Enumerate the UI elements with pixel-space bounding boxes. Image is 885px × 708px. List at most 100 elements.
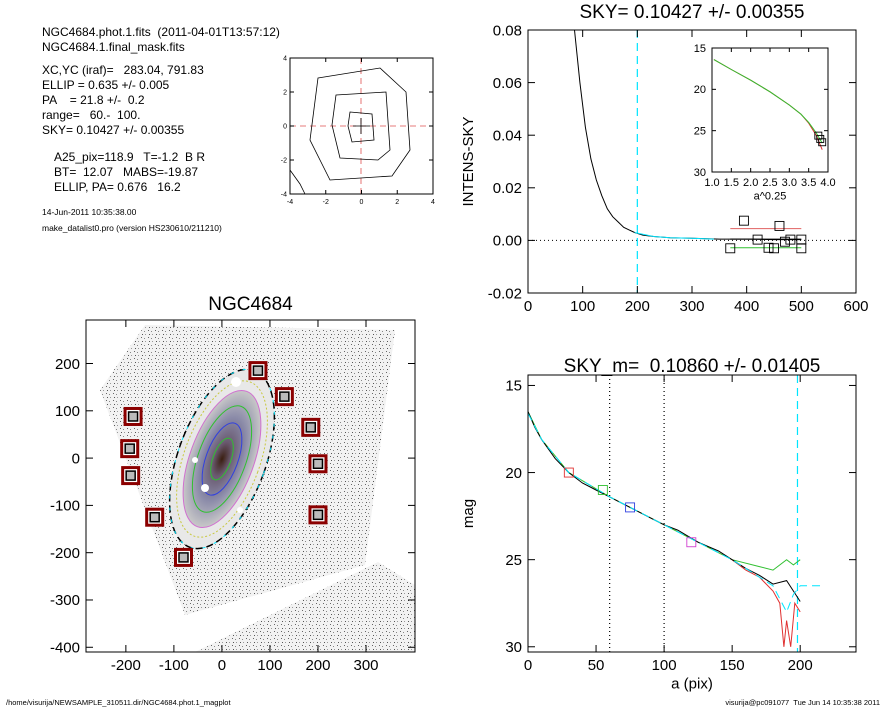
y-tick-label: 0.08 [493, 22, 522, 39]
x-tick-label: 200 [305, 657, 330, 674]
x-tick-label: 200 [788, 657, 813, 674]
y-tick-label: 0.02 [493, 180, 522, 197]
x-tick-label: 50 [588, 657, 605, 674]
mask-box-inner [312, 509, 324, 521]
footer-right: visurija@pc091077 Tue Jun 14 10:35:38 20… [725, 698, 880, 707]
x-tick-label: 500 [789, 298, 814, 315]
info-block: NGC4684.phot.1.fits (2011-04-01T13:57:12… [42, 25, 280, 233]
y-tick-label: 20 [505, 465, 522, 482]
x-tick-label: -2 [323, 199, 329, 206]
y-tick-label: -0.02 [488, 285, 522, 302]
mask-box-inner [305, 422, 317, 433]
chart-title: NGC4684 [208, 294, 293, 315]
axes-frame [527, 374, 857, 653]
square-marker [763, 242, 774, 253]
y-tick-label: 200 [55, 356, 80, 373]
y-tick-label: -2 [281, 157, 287, 164]
profile-line [527, 411, 801, 602]
info-line: PA = 21.8 +/- 0.2 [42, 93, 145, 107]
x-tick-label: 2.5 [762, 177, 777, 189]
x-tick-label: 0 [524, 298, 532, 315]
y-tick-label: 0 [72, 450, 80, 467]
y-tick-label: 2 [283, 89, 287, 96]
x-tick-label: 4.0 [820, 177, 835, 189]
square-marker [769, 243, 779, 254]
x-axis-label: a (pix) [671, 676, 713, 693]
info-line: XC,YC (iraf)= 283.04, 791.83 [42, 63, 204, 77]
square-marker [625, 502, 636, 513]
profile-line [713, 59, 823, 144]
contour-drawing [289, 58, 433, 195]
y-tick-label: 30 [505, 639, 522, 656]
mask-box-inner [127, 411, 139, 422]
x-tick-label: 2.0 [743, 177, 758, 189]
y-tick-label: 30 [694, 167, 706, 179]
square-marker [597, 485, 608, 495]
y-tick-label: 20 [694, 84, 706, 96]
x-tick-label: -4 [287, 199, 293, 206]
y-tick-label: 15 [505, 378, 522, 395]
x-tick-label: 3.0 [782, 177, 797, 189]
y-tick-label: 15 [694, 43, 706, 55]
x-tick-label: 2 [395, 199, 399, 206]
x-tick-label: -100 [159, 657, 189, 674]
info-line: ELLIP = 0.635 +/- 0.005 [42, 78, 170, 92]
chart-title: SKY= 0.10427 +/- 0.00355 [579, 2, 804, 23]
chart-title: SKY_m= 0.10860 +/- 0.01405 [564, 356, 821, 377]
mask-box-inner [124, 443, 135, 454]
info-line: ELLIP, PA= 0.676 16.2 [54, 180, 181, 194]
info-line: range= 60.- 100. [42, 108, 140, 122]
inset-background [706, 43, 834, 178]
x-tick-label: 0 [218, 657, 226, 674]
x-tick-label: 300 [353, 657, 378, 674]
y-tick-label: 100 [55, 403, 80, 420]
x-tick-label: 100 [257, 657, 282, 674]
info-date: 14-Jun-2011 10:35:38.00 [42, 207, 137, 217]
square-marker [725, 243, 736, 254]
y-tick-label: -100 [50, 498, 80, 515]
x-tick-label: 200 [625, 298, 650, 315]
square-marker [686, 537, 697, 548]
x-tick-label: 400 [734, 298, 759, 315]
x-tick-label: 150 [720, 657, 745, 674]
mask-box-inner [252, 365, 264, 376]
x-tick-label: 1.0 [704, 177, 719, 189]
footer-left: /home/visurija/NEWSAMPLE_310511.dir/NGC4… [6, 698, 231, 707]
y-tick-label: -400 [50, 640, 80, 657]
info-line: A25_pix=118.9 T=-1.2 B R [54, 150, 205, 164]
x-tick-label: 0 [360, 199, 364, 206]
x-tick-label: 100 [652, 657, 677, 674]
square-marker [785, 234, 796, 245]
y-axis-label: INTENS-SKY [460, 116, 477, 206]
x-tick-label: 300 [679, 298, 704, 315]
x-tick-label: 3.5 [801, 177, 816, 189]
y-tick-label: 25 [505, 552, 522, 569]
profile-line [574, 29, 802, 241]
square-marker [818, 138, 827, 147]
y-tick-label: 0.06 [493, 75, 522, 92]
y-axis-label: mag [460, 499, 477, 528]
square-marker [752, 234, 763, 245]
y-tick-label: -200 [50, 545, 80, 562]
x-tick-label: 1.5 [724, 177, 739, 189]
x-tick-label: -200 [111, 657, 141, 674]
info-line: NGC4684.phot.1.fits (2011-04-01T13:57:12… [42, 25, 280, 39]
x-tick-label: 600 [843, 298, 868, 315]
info-line: NGC4684.1.final_mask.fits [42, 40, 185, 54]
mask-box-inner [178, 552, 189, 563]
x-tick-label: 100 [570, 298, 595, 315]
y-tick-label: 4 [283, 55, 287, 62]
mask-box-inner [312, 458, 324, 470]
mask-box-inner [149, 511, 160, 523]
x-tick-label: 0 [524, 657, 532, 674]
square-marker [796, 234, 807, 245]
square-marker [779, 236, 790, 247]
profile-line [527, 413, 821, 614]
mask-box-inner [125, 470, 136, 481]
x-tick-label: 4 [431, 199, 435, 206]
image-drawing [100, 325, 415, 652]
info-line: BT= 12.07 MABS=-19.87 [54, 165, 198, 179]
y-tick-label: 25 [694, 126, 706, 138]
square-marker [738, 215, 749, 226]
info-line: SKY= 0.10427 +/- 0.00355 [42, 123, 184, 137]
